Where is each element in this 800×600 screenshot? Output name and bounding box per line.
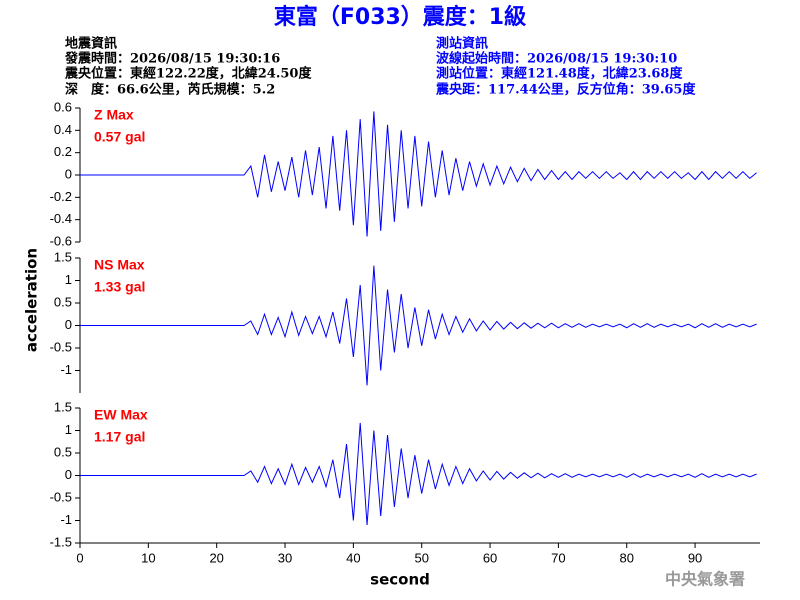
max-label: 1.33 gal	[94, 279, 145, 295]
x-tick-label: 60	[483, 550, 497, 565]
y-tick-label: 1	[65, 272, 72, 287]
y-tick-label: 0	[65, 467, 72, 482]
y-tick-label: -1.5	[50, 534, 72, 549]
y-tick-label: -1	[60, 512, 72, 527]
y-tick-label: 0.5	[54, 294, 72, 309]
y-tick-label: 0	[65, 166, 72, 181]
y-tick-label: 0.5	[54, 444, 72, 459]
waveform	[80, 422, 757, 526]
x-tick-label: 30	[278, 550, 292, 565]
waveform	[80, 111, 757, 237]
info-text: 波線起始時間：2026/08/15 19:30:10	[436, 51, 677, 67]
y-tick-label: 0.4	[54, 122, 72, 137]
x-tick-label: 20	[209, 550, 223, 565]
y-tick-label: -0.6	[50, 233, 72, 248]
info-text: 震央距：117.44公里，反方位角：39.65度	[435, 82, 696, 98]
y-tick-label: 1	[65, 422, 72, 437]
y-tick-label: 1.5	[54, 399, 72, 414]
footer: 中央氣象署	[665, 570, 745, 589]
x-tick-label: 10	[141, 550, 155, 565]
y-tick-label: 1.5	[54, 249, 72, 264]
chart-title: 東富（F033）震度：1級	[274, 4, 526, 30]
x-tick-label: 40	[346, 550, 360, 565]
y-tick-label: 0	[65, 317, 72, 332]
annotation: EW Max	[94, 407, 148, 423]
x-tick-label: 50	[414, 550, 428, 565]
x-tick-label: 70	[551, 550, 565, 565]
y-tick-label: -1	[60, 362, 72, 377]
annotation: NS Max	[94, 257, 145, 273]
x-tick-label: 90	[688, 550, 702, 565]
info-text: 測站資訊	[436, 36, 488, 52]
info-text: 深 度：66.6公里，芮氏規模：5.2	[65, 82, 275, 98]
info-text: 地震資訊	[65, 36, 117, 52]
y-axis-label: acceleration	[23, 248, 41, 352]
info-text: 發震時間：2026/08/15 19:30:16	[64, 51, 280, 67]
x-tick-label: 0	[76, 550, 83, 565]
max-label: 1.17 gal	[94, 429, 145, 445]
max-label: 0.57 gal	[94, 129, 145, 145]
annotation: Z Max	[94, 107, 134, 123]
y-tick-label: -0.5	[50, 339, 72, 354]
y-tick-label: -0.2	[50, 189, 72, 204]
y-tick-label: 0.2	[54, 144, 72, 159]
info-text: 震央位置：東經122.22度，北緯24.50度	[64, 66, 312, 82]
x-axis-label: second	[370, 571, 430, 589]
y-tick-label: 0.6	[54, 99, 72, 114]
y-tick-label: -0.5	[50, 489, 72, 504]
info-text: 測站位置：東經121.48度，北緯23.68度	[436, 66, 683, 82]
x-tick-label: 80	[619, 550, 633, 565]
y-tick-label: -0.4	[50, 211, 72, 226]
waveform	[80, 265, 757, 386]
